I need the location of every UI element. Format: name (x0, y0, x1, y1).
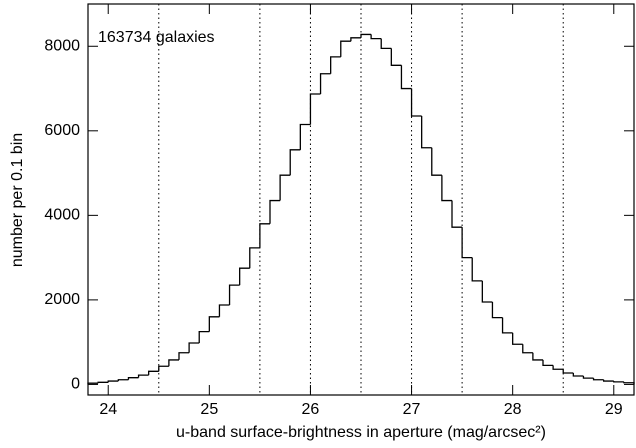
histogram-bin (441, 175, 452, 202)
histogram-bin (249, 247, 260, 269)
y-tick-label: 8000 (44, 37, 80, 54)
histogram-bin (562, 369, 574, 374)
histogram-bin (431, 147, 442, 176)
histogram-bin (279, 174, 291, 201)
annotation: 163734 galaxies (98, 29, 215, 46)
histogram-bin (340, 40, 351, 57)
y-axis-label: number per 0.1 bin (9, 133, 26, 267)
histogram-bin (582, 375, 594, 379)
histogram-bin (390, 48, 402, 66)
y-tick-label: 0 (71, 376, 80, 393)
histogram-bin (218, 304, 230, 317)
histogram-bin (623, 381, 635, 385)
histogram-bin (148, 370, 159, 376)
histogram-bin (158, 365, 169, 372)
histogram-bin (471, 257, 483, 282)
histogram-bin (592, 378, 604, 381)
histogram-bin (370, 34, 382, 40)
histogram-bin (552, 365, 564, 370)
histogram-bin (421, 116, 432, 149)
histogram-bin (188, 342, 200, 353)
histogram-bin (228, 284, 240, 305)
histogram-bin (542, 359, 554, 367)
x-tick-label: 27 (403, 401, 421, 418)
histogram-bin (198, 330, 210, 344)
x-tick-label: 28 (504, 401, 522, 418)
x-axis-label: u-band surface-brightness in aperture (m… (176, 424, 546, 441)
y-tick-label: 4000 (44, 207, 80, 224)
histogram-bin (380, 38, 392, 50)
histogram-bin (532, 352, 543, 361)
histogram-bin (299, 123, 311, 150)
y-tick-label: 6000 (44, 122, 80, 139)
histogram-bin (259, 223, 270, 248)
histogram-bin (501, 317, 513, 334)
histogram-bin (603, 379, 614, 382)
histogram-bin (491, 302, 503, 319)
histogram-bin (178, 352, 190, 360)
histogram-bin (613, 381, 624, 383)
histogram-bin (87, 382, 99, 385)
histogram-bin (127, 377, 139, 380)
histogram-bin (350, 37, 361, 42)
x-tick-label: 24 (99, 401, 117, 418)
histogram-bin (117, 379, 129, 382)
histogram-bin (309, 93, 321, 125)
histogram-bin (137, 374, 149, 378)
histogram-bin (330, 56, 341, 74)
histogram-bin (461, 227, 473, 259)
histogram-bin (522, 344, 533, 354)
histogram-bin (168, 359, 179, 367)
histogram-bin (269, 199, 281, 224)
histogram-bin (572, 373, 584, 377)
histogram-bin (451, 200, 463, 228)
histogram-bin (319, 73, 331, 95)
histogram-bin (97, 381, 109, 384)
x-tick-label: 25 (200, 401, 218, 418)
histogram-bin (360, 33, 372, 38)
histogram-bin (107, 380, 119, 383)
histogram-bin (481, 280, 493, 303)
x-tick-label: 26 (302, 401, 320, 418)
histogram-bin (239, 267, 250, 286)
y-tick-label: 2000 (44, 291, 80, 308)
x-tick-label: 29 (605, 401, 623, 418)
histogram-bin (410, 88, 422, 117)
histogram-bin (208, 316, 220, 332)
histogram-bin (289, 149, 301, 176)
histogram-bin (512, 332, 523, 345)
histogram-bin (400, 65, 412, 90)
